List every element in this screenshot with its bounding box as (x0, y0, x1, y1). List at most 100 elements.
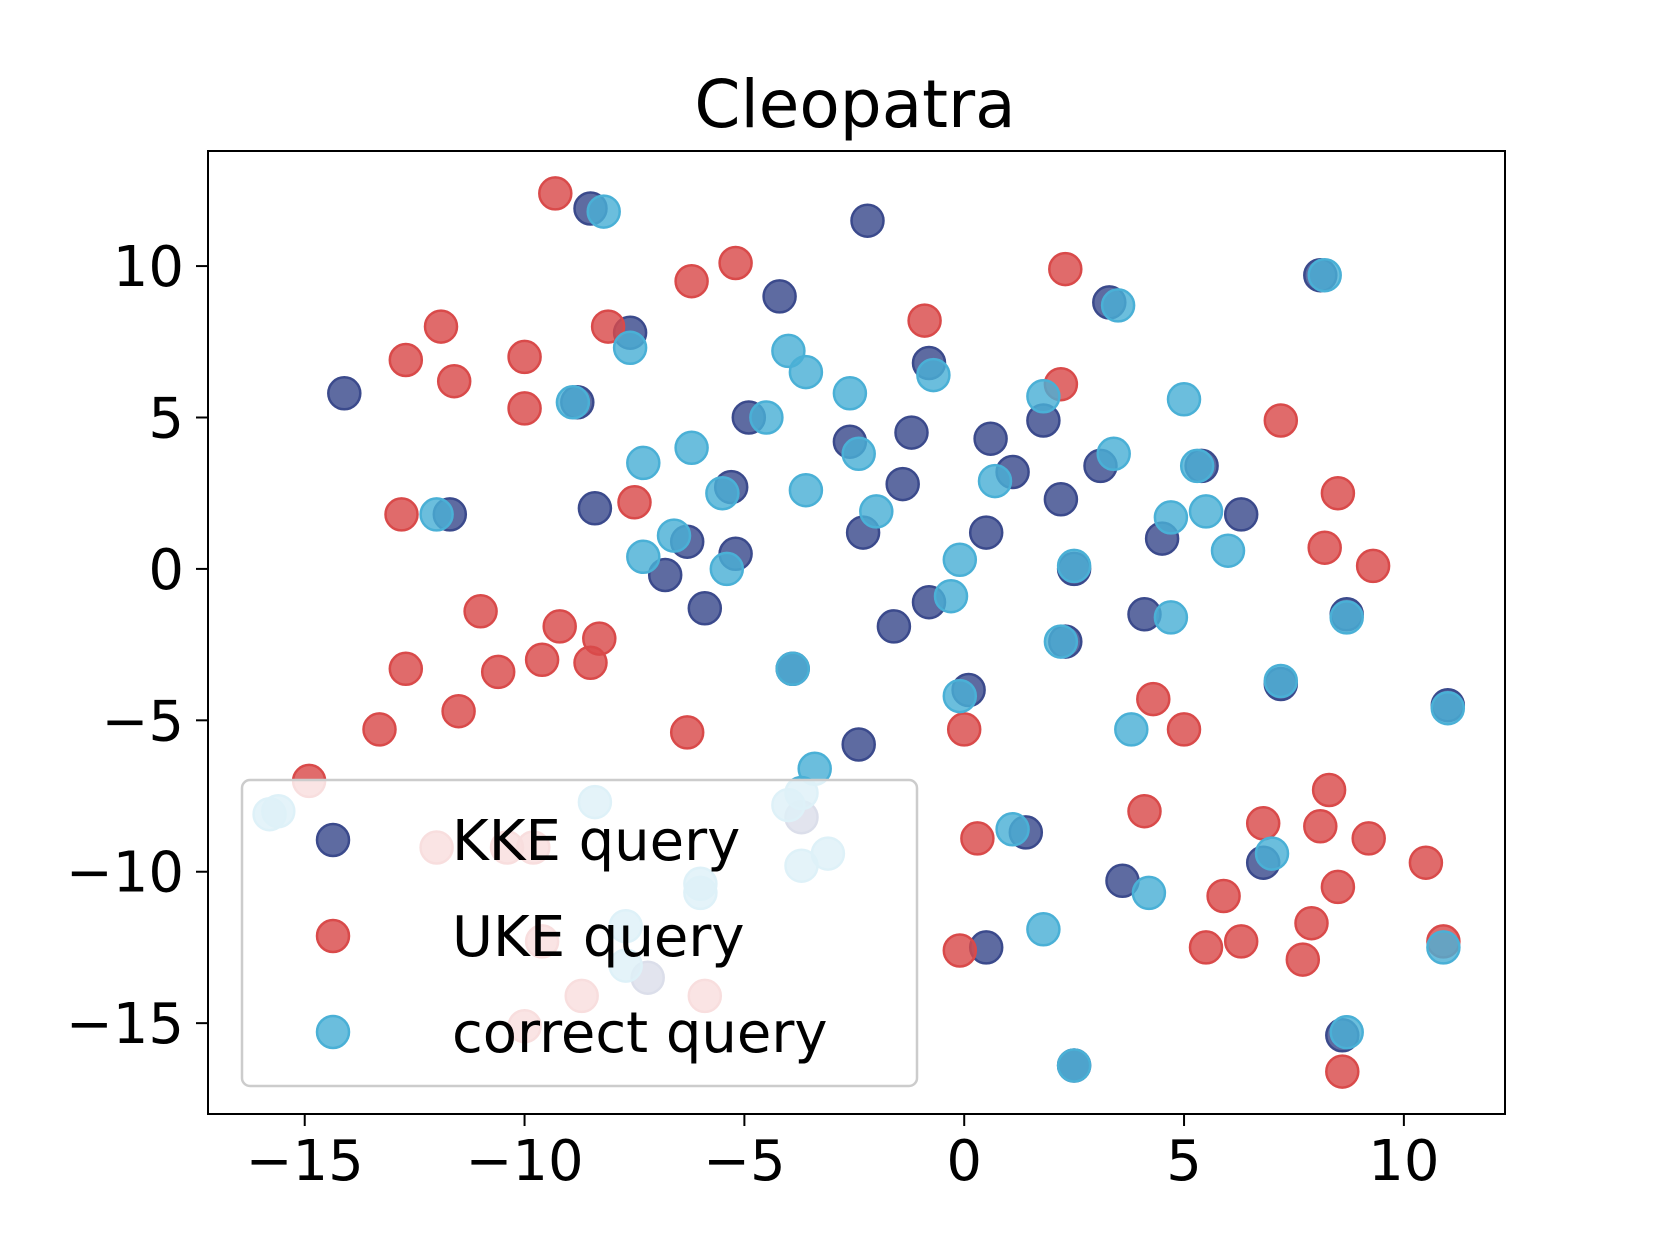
point-kke-query-1 (850, 203, 885, 238)
point-correct-query-7 (749, 400, 784, 435)
legend: KKE query UKE query correct query (240, 778, 919, 1088)
point-uke-query-47 (942, 933, 978, 968)
point-correct-query-41 (1026, 912, 1061, 947)
legend-label-correct-query: correct query (452, 1001, 828, 1066)
point-uke-query-40 (1206, 878, 1241, 914)
point-correct-query-24 (626, 539, 661, 575)
point-correct-query-46 (1430, 690, 1466, 726)
legend-label-uke-query: UKE query (452, 905, 745, 970)
point-uke-query-10 (507, 391, 542, 426)
point-correct-query-11 (674, 430, 709, 466)
y-tick-label-4: 5 (148, 386, 184, 451)
x-tick-label-3: 0 (946, 1129, 982, 1194)
point-correct-query-13 (788, 472, 824, 508)
point-uke-query-23 (388, 651, 424, 687)
point-correct-query-8 (1026, 379, 1061, 414)
point-correct-query-50 (1056, 548, 1092, 584)
point-kke-query-4 (327, 376, 362, 411)
chart-title: Cleopatra (694, 66, 1015, 143)
point-kke-query-23 (687, 591, 723, 626)
legend-box (240, 778, 919, 1088)
point-uke-query-30 (1136, 681, 1171, 717)
point-uke-query-15 (1320, 475, 1356, 511)
point-correct-query-57 (1329, 1014, 1364, 1050)
point-uke-query-2 (674, 263, 709, 299)
point-uke-query-39 (1320, 869, 1356, 905)
point-uke-query-0 (538, 176, 573, 211)
x-tick-label-5: 10 (1368, 1129, 1439, 1194)
point-uke-query-8 (507, 339, 542, 375)
point-correct-query-12 (626, 445, 661, 481)
point-correct-query-3 (788, 354, 824, 390)
point-uke-query-7 (388, 342, 424, 378)
point-uke-query-35 (1311, 772, 1347, 808)
point-correct-query-40 (1131, 875, 1167, 911)
point-uke-query-46 (1325, 1054, 1360, 1089)
point-uke-query-34 (1245, 806, 1281, 841)
point-uke-query-24 (480, 654, 516, 690)
x-tick-label-0: −15 (246, 1129, 364, 1194)
point-uke-query-17 (1355, 548, 1391, 584)
point-uke-query-1 (718, 245, 753, 281)
point-correct-query-16 (977, 463, 1013, 499)
y-tick-label-3: 0 (148, 538, 184, 603)
point-correct-query-25 (709, 551, 745, 587)
point-kke-query-30 (1223, 497, 1259, 532)
point-kke-query-17 (968, 515, 1004, 550)
point-uke-query-19 (542, 609, 577, 644)
point-uke-query-33 (1127, 793, 1162, 829)
point-correct-query-14 (841, 436, 876, 472)
point-uke-query-12 (1263, 403, 1299, 438)
point-correct-query-38 (995, 812, 1030, 847)
point-uke-query-14 (617, 485, 652, 520)
point-uke-query-27 (669, 715, 705, 750)
point-correct-query-26 (942, 542, 978, 578)
point-correct-query-10 (1100, 288, 1136, 323)
point-kke-query-18 (1043, 482, 1079, 517)
point-kke-query-24 (876, 609, 912, 644)
point-uke-query-41 (1294, 905, 1329, 941)
point-correct-query-51 (1043, 624, 1079, 659)
point-correct-query-27 (933, 578, 969, 614)
point-correct-query-6 (555, 385, 591, 420)
point-kke-query-33 (841, 727, 876, 762)
point-correct-query-39 (1254, 836, 1290, 871)
legend-marker-uke-query (315, 918, 351, 954)
point-uke-query-9 (436, 363, 472, 399)
point-correct-query-47 (1426, 930, 1461, 965)
y-tick-label-0: −15 (66, 992, 184, 1057)
point-uke-query-32 (960, 821, 995, 856)
point-correct-query-52 (1263, 663, 1299, 699)
point-uke-query-13 (384, 497, 419, 532)
x-tick-label-1: −10 (465, 1129, 583, 1194)
point-uke-query-29 (946, 712, 982, 747)
legend-marker-correct-query (315, 1014, 351, 1050)
point-correct-query-30 (942, 678, 978, 714)
legend-marker-kke-query (315, 822, 351, 858)
point-uke-query-25 (441, 693, 476, 729)
point-uke-query-43 (1188, 930, 1224, 965)
point-uke-query-4 (423, 309, 459, 344)
point-uke-query-21 (524, 642, 560, 678)
point-uke-query-16 (1307, 530, 1342, 565)
point-correct-query-22 (419, 497, 454, 532)
point-correct-query-56 (1056, 1048, 1092, 1083)
point-correct-query-15 (705, 475, 740, 511)
point-correct-query-2 (612, 330, 648, 366)
point-correct-query-5 (916, 357, 951, 393)
point-correct-query-18 (1179, 448, 1215, 484)
point-correct-query-28 (1210, 533, 1246, 568)
legend-label-kke-query: KKE query (452, 809, 740, 874)
x-tick-label-4: 5 (1166, 1129, 1202, 1194)
point-correct-query-31 (1114, 712, 1149, 747)
point-uke-query-42 (1223, 924, 1259, 959)
y-tick-label-2: −5 (101, 689, 184, 754)
point-uke-query-38 (1408, 845, 1444, 880)
point-uke-query-31 (1166, 712, 1202, 747)
point-kke-query-10 (973, 421, 1008, 456)
point-correct-query-29 (1153, 600, 1189, 635)
plot-area-border (207, 150, 1506, 1115)
x-tick-label-2: −5 (703, 1129, 786, 1194)
